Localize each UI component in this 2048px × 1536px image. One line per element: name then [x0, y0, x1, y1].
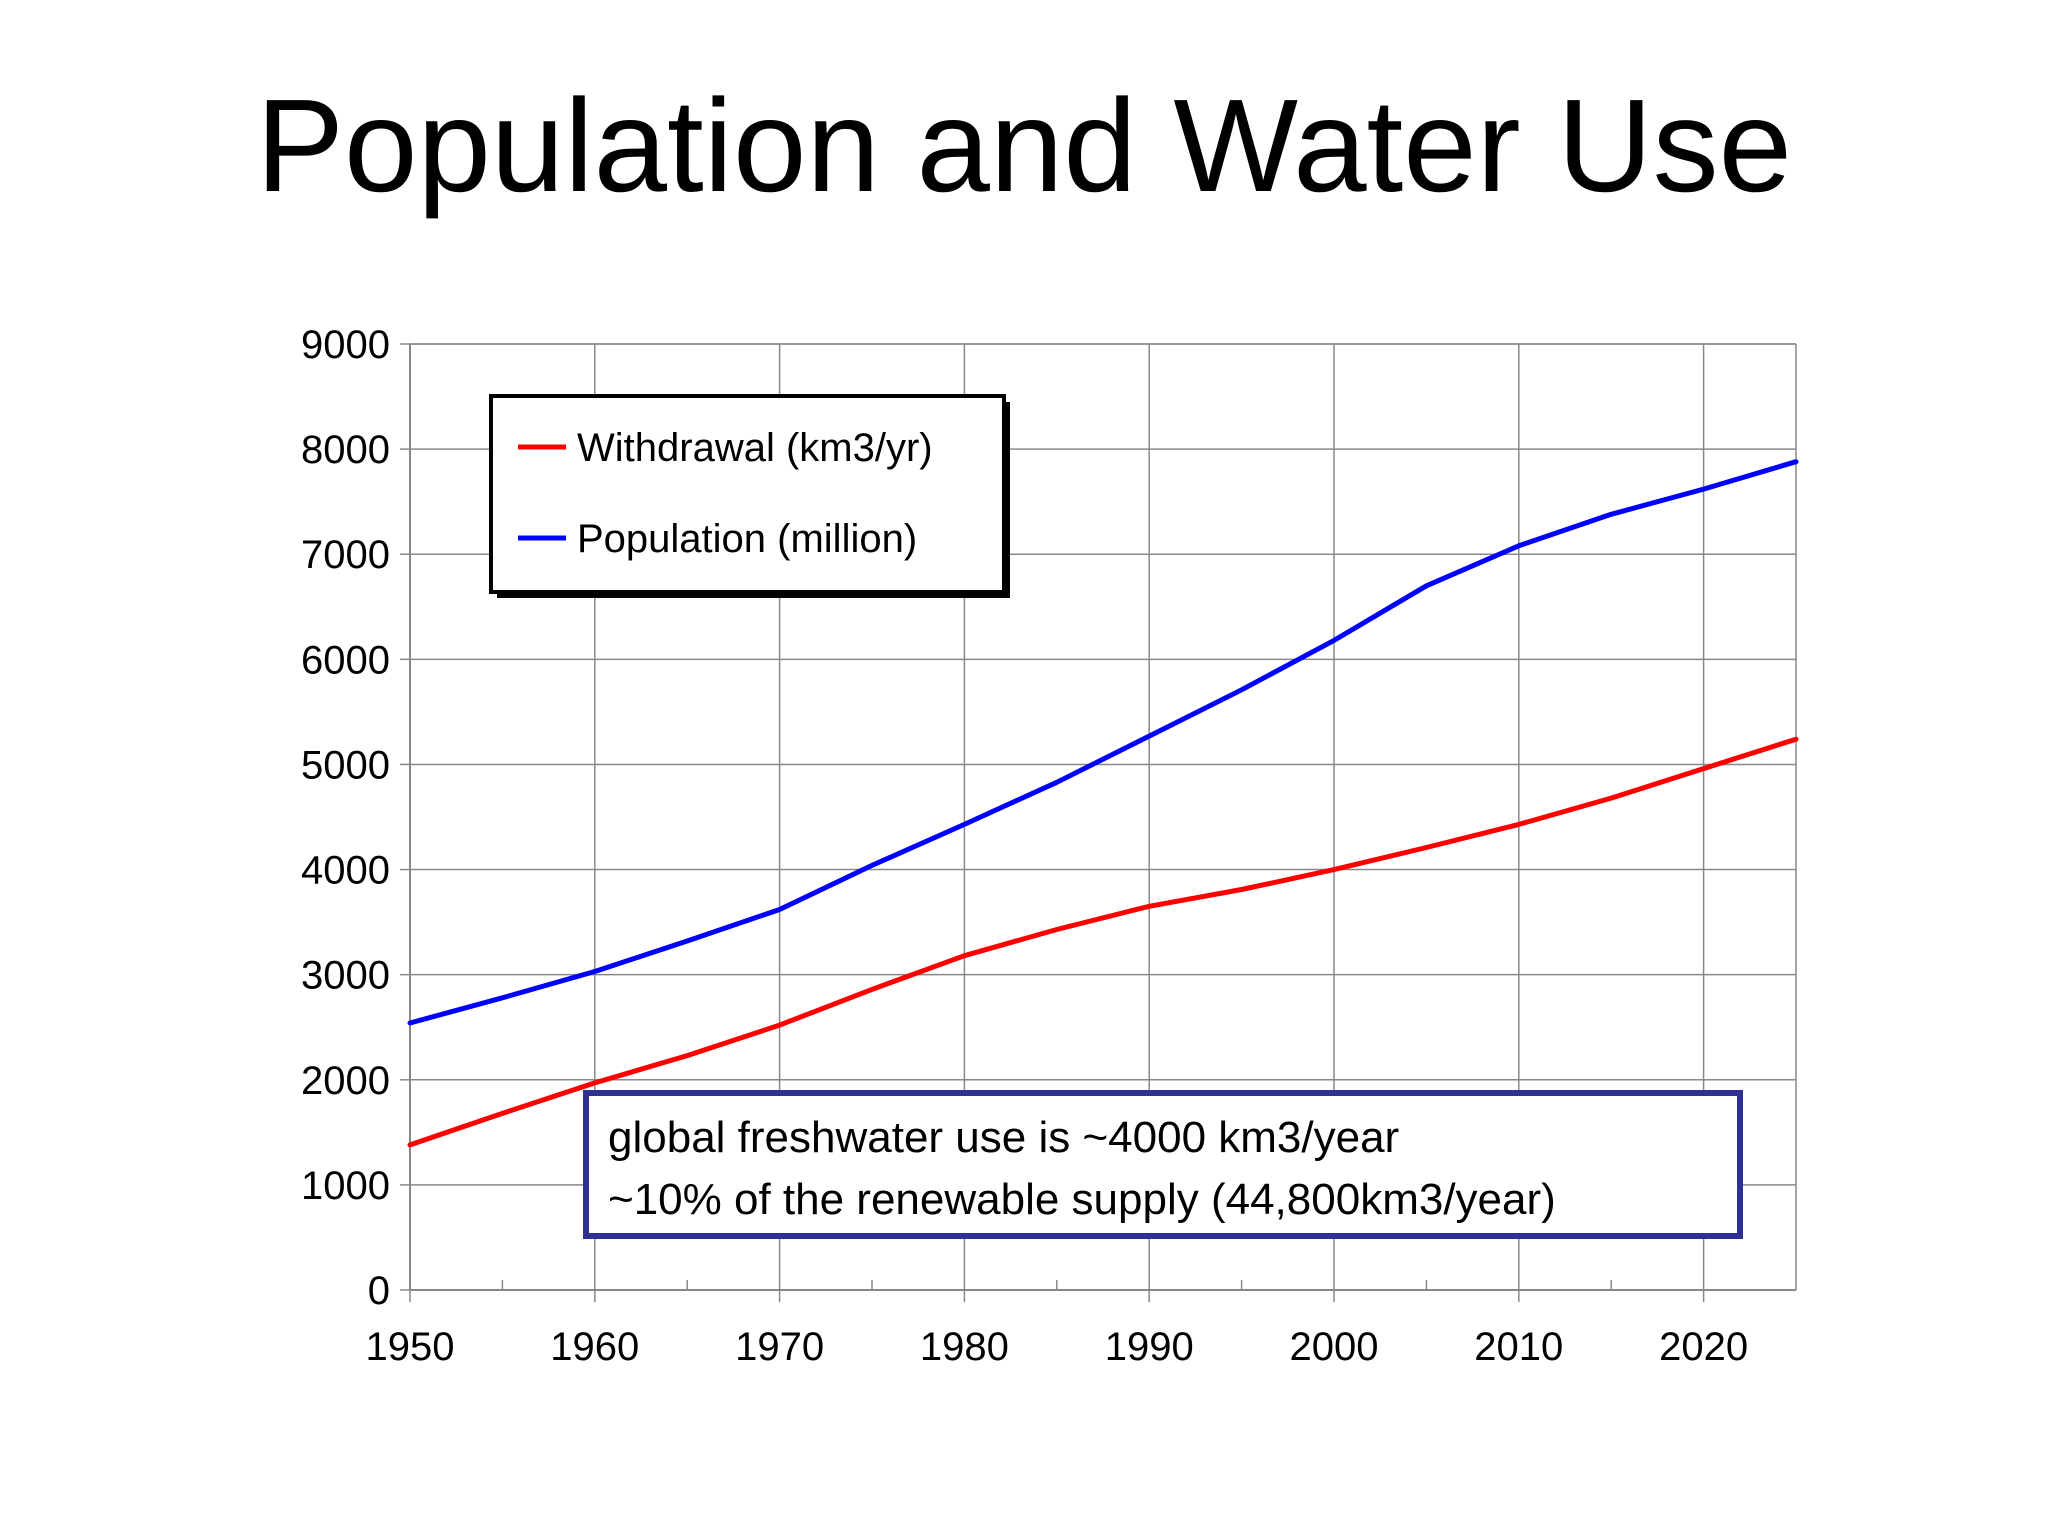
x-tick-label: 2000: [1290, 1325, 1379, 1369]
x-tick-label: 2010: [1474, 1325, 1563, 1369]
x-tick-label: 1970: [735, 1325, 824, 1369]
axes: 0 1000 2000 3000 4000 5000 6000 7000 8000 9000 195…: [301, 323, 1796, 1369]
slide-title: Population and Water Use: [256, 72, 1792, 219]
y-tick-label: 5000: [301, 743, 390, 787]
legend: Withdrawal (km3/yr) Population (million): [489, 394, 1010, 598]
legend-label-withdrawal: Withdrawal (km3/yr): [577, 426, 933, 470]
series-lines: [407, 459, 1799, 1148]
x-tick-label: 1980: [920, 1325, 1009, 1369]
y-tick-label: 9000: [301, 323, 390, 367]
y-tick-label: 8000: [301, 428, 390, 472]
legend-box: [489, 394, 1006, 594]
annotation-border: [583, 1090, 1743, 1239]
x-tick-label: 1960: [550, 1325, 639, 1369]
annotation-line-1: global freshwater use is ~4000 km3/year: [608, 1113, 1399, 1162]
y-tick-label: 1000: [301, 1164, 390, 1208]
x-tick-label: 2020: [1659, 1325, 1748, 1369]
annotation-box: global freshwater use is ~4000 km3/year …: [583, 1090, 1743, 1239]
annotation-line-2: ~10% of the renewable supply (44,800km3/…: [608, 1175, 1556, 1224]
y-tick-label: 3000: [301, 954, 390, 998]
y-tick-label: 0: [368, 1269, 390, 1313]
x-tick-label: 1990: [1105, 1325, 1194, 1369]
series-line-withdrawal: [407, 736, 1799, 1148]
y-tick-label: 6000: [301, 638, 390, 682]
y-tick-label: 2000: [301, 1059, 390, 1103]
x-tick-label: 1950: [366, 1325, 455, 1369]
y-tick-label: 7000: [301, 533, 390, 577]
legend-label-population: Population (million): [577, 517, 917, 561]
series-line-population: [407, 459, 1799, 1026]
y-tick-label: 4000: [301, 849, 390, 893]
